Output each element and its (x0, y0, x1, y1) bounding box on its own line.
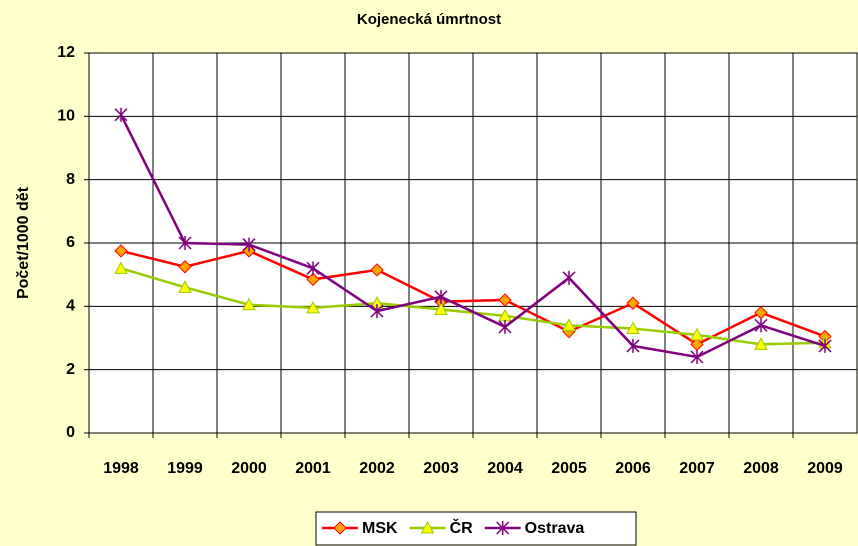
marker (242, 297, 256, 311)
marker (333, 521, 347, 535)
x-tick-label: 2007 (679, 460, 715, 477)
marker (562, 318, 576, 331)
marker (434, 289, 448, 304)
y-tick-label: 12 (57, 44, 75, 61)
marker (114, 261, 128, 274)
series-line (119, 114, 826, 359)
marker (178, 236, 192, 250)
marker (114, 107, 128, 122)
x-tick-label: 2002 (359, 460, 395, 477)
series-line (120, 249, 826, 346)
y-axis-label: Počet/1000 dět (15, 186, 32, 299)
x-tick-label: 2008 (743, 460, 779, 477)
chart-title: Kojenecká úmrtnost (357, 11, 501, 28)
x-tick-label: 2000 (231, 460, 267, 477)
x-tick-label: 2005 (551, 460, 587, 477)
legend-label: Ostrava (525, 520, 585, 537)
marker (626, 296, 640, 310)
marker (562, 270, 576, 285)
marker (754, 318, 768, 333)
marker (434, 302, 448, 315)
marker (498, 293, 512, 307)
marker (626, 338, 640, 353)
marker (114, 244, 128, 258)
x-tick-label: 1999 (167, 460, 203, 477)
y-tick-label: 8 (66, 171, 75, 188)
legend-label: MSK (362, 520, 398, 537)
marker (306, 300, 320, 314)
marker (178, 280, 192, 293)
marker (690, 350, 704, 364)
marker (496, 521, 510, 535)
marker (306, 272, 320, 287)
legend (315, 511, 637, 546)
x-tick-label: 2006 (615, 460, 651, 477)
legend-label: ČR (450, 518, 474, 537)
marker (242, 237, 256, 252)
marker (818, 338, 832, 353)
marker (420, 520, 435, 534)
marker (178, 260, 192, 274)
marker (626, 321, 640, 334)
x-tick-label: 2004 (487, 460, 523, 477)
y-tick-label: 10 (57, 108, 75, 125)
y-tick-label: 2 (66, 361, 75, 378)
marker (370, 263, 384, 277)
marker (498, 319, 512, 334)
marker (754, 337, 768, 350)
x-tick-label: 2009 (807, 460, 843, 477)
marker (306, 261, 320, 276)
x-tick-label: 2001 (295, 460, 331, 477)
x-tick-label: 1998 (103, 460, 139, 477)
y-tick-label: 0 (66, 424, 75, 441)
y-tick-label: 6 (66, 234, 75, 251)
marker (690, 327, 704, 341)
x-tick-label: 2003 (423, 460, 459, 477)
marker (370, 304, 384, 319)
y-tick-label: 4 (66, 298, 75, 315)
